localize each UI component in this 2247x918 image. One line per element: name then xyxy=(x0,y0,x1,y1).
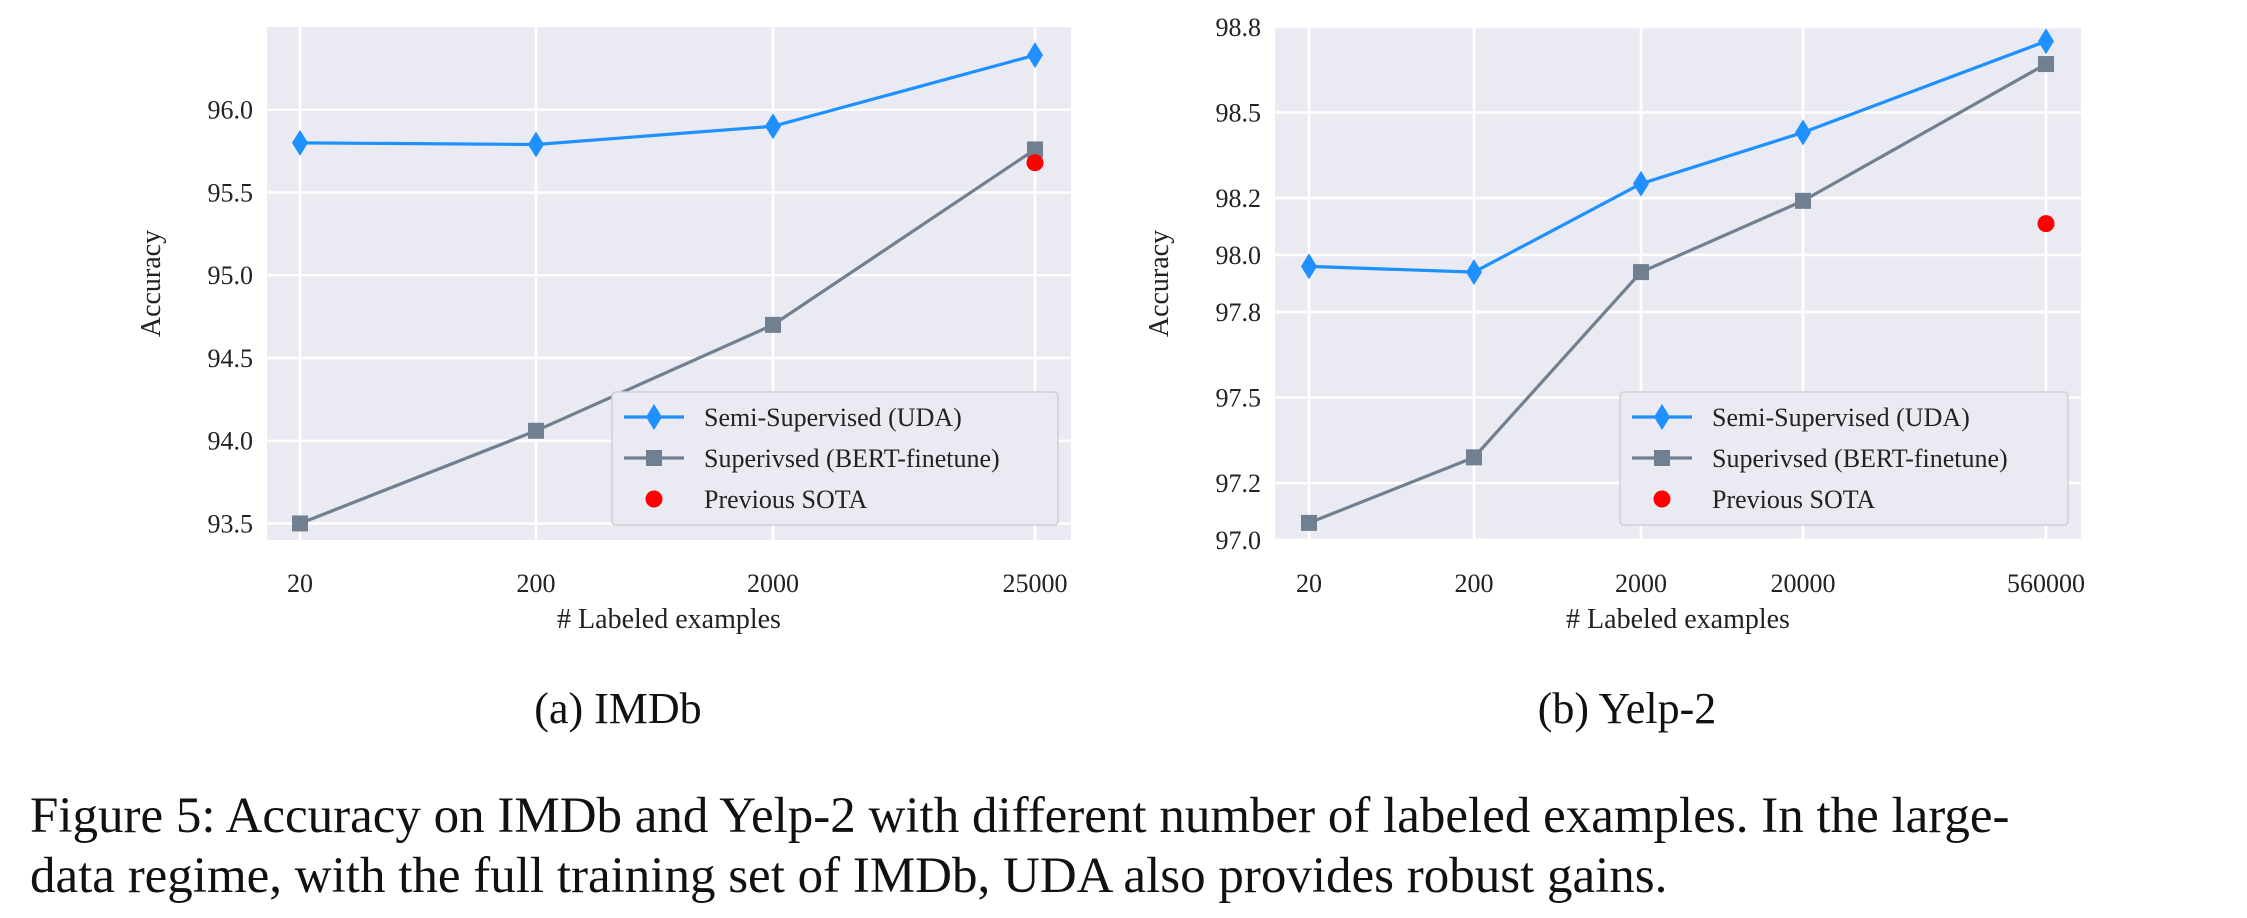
imdb-y-tick-label: 96.0 xyxy=(208,96,254,125)
imdb-bert-line xyxy=(299,148,1036,525)
imdb-uda-point xyxy=(765,113,781,140)
imdb-previous-sota-point xyxy=(1026,154,1044,172)
imdb-legend-uda-marker xyxy=(646,404,662,430)
yelp-x-tick-label: 200 xyxy=(1455,569,1494,598)
imdb-x-tick-label: 25000 xyxy=(1003,569,1068,598)
imdb-y-tick-label: 93.5 xyxy=(208,509,254,538)
yelp-legend-bert-label: Superivsed (BERT-finetune) xyxy=(1712,444,2008,473)
imdb-legend-uda-label: Semi-Supervised (UDA) xyxy=(704,403,962,432)
yelp-y-tick-label: 97.5 xyxy=(1216,384,1262,413)
imdb-x-tick-label: 20 xyxy=(287,569,313,598)
yelp-chart: 97.0 97.2 97.5 97.8 98.0 98.2 98.5 98.8 20 200 200… xyxy=(1144,13,2085,733)
yelp-bert-point xyxy=(1466,449,1482,466)
yelp-uda-point xyxy=(1633,170,1649,197)
imdb-x-tick-label: 2000 xyxy=(747,569,799,598)
imdb-legend-box xyxy=(611,391,1059,526)
imdb-bert-point xyxy=(765,316,781,333)
imdb-uda-line xyxy=(299,53,1036,147)
imdb-uda-point xyxy=(528,131,544,158)
imdb-legend-sota-label: Previous SOTA xyxy=(704,485,868,514)
figure-caption: Figure 5: Accuracy on IMDb and Yelp-2 wi… xyxy=(30,786,2220,906)
imdb-legend-sota-marker xyxy=(645,490,663,508)
yelp-x-tick-label: 2000 xyxy=(1615,569,1667,598)
yelp-uda-point xyxy=(1466,259,1482,286)
caption-line-2: data regime, with the full training set … xyxy=(30,848,1668,904)
yelp-legend-uda-label: Semi-Supervised (UDA) xyxy=(1712,403,1970,432)
yelp-previous-sota-point xyxy=(2037,215,2055,233)
imdb-uda-point xyxy=(292,129,308,156)
yelp-y-tick-label: 98.2 xyxy=(1216,184,1262,213)
imdb-subcaption: (a) IMDb xyxy=(534,684,701,733)
imdb-uda-point xyxy=(1027,42,1043,69)
yelp-legend-bert-marker xyxy=(1654,450,1670,466)
yelp-bert-point xyxy=(2038,56,2054,73)
yelp-legend-sota-label: Previous SOTA xyxy=(1712,485,1876,514)
yelp-y-axis-label: Accuracy xyxy=(1144,230,1175,337)
yelp-y-tick-label: 97.2 xyxy=(1216,469,1262,498)
yelp-uda-point xyxy=(1795,119,1811,146)
yelp-y-tick-label: 98.5 xyxy=(1216,99,1262,128)
caption-line-1: Figure 5: Accuracy on IMDb and Yelp-2 wi… xyxy=(30,788,2010,844)
yelp-y-tick-label: 98.0 xyxy=(1216,241,1262,270)
yelp-bert-point xyxy=(1301,514,1317,531)
yelp-y-tick-label: 98.8 xyxy=(1216,13,1262,42)
imdb-y-axis-label: Accuracy xyxy=(136,230,167,337)
yelp-bert-point xyxy=(1633,264,1649,281)
imdb-bert-point xyxy=(528,422,544,439)
imdb-chart: 93.5 94.0 94.5 95.0 95.5 96.0 20 200 2000 25000 # … xyxy=(136,27,1071,733)
yelp-bert-point xyxy=(1795,192,1811,209)
imdb-legend-bert-marker xyxy=(646,450,662,466)
yelp-uda-point xyxy=(2038,28,2054,55)
imdb-y-tick-label: 95.0 xyxy=(208,261,254,290)
imdb-x-tick-label: 200 xyxy=(517,569,556,598)
yelp-legend-uda-marker xyxy=(1654,404,1670,430)
imdb-bert-point xyxy=(292,515,308,532)
yelp-y-tick-label: 97.0 xyxy=(1216,526,1262,555)
yelp-legend-sota-marker xyxy=(1653,490,1671,508)
yelp-x-tick-label: 560000 xyxy=(2007,569,2085,598)
imdb-x-axis-label: # Labeled examples xyxy=(557,604,781,635)
imdb-bert-point xyxy=(1027,141,1043,158)
yelp-x-tick-label: 20 xyxy=(1296,569,1322,598)
yelp-uda-point xyxy=(1301,253,1317,280)
imdb-y-tick-label: 95.5 xyxy=(208,178,254,207)
yelp-x-axis-label: # Labeled examples xyxy=(1566,604,1790,635)
yelp-legend-box xyxy=(1619,391,2069,526)
yelp-x-tick-label: 20000 xyxy=(1771,569,1836,598)
imdb-legend-bert-label: Superivsed (BERT-finetune) xyxy=(704,444,1000,473)
imdb-y-tick-label: 94.0 xyxy=(208,427,254,456)
yelp-subcaption: (b) Yelp-2 xyxy=(1538,684,1716,733)
yelp-y-tick-label: 97.8 xyxy=(1216,298,1262,327)
imdb-y-tick-label: 94.5 xyxy=(208,344,254,373)
